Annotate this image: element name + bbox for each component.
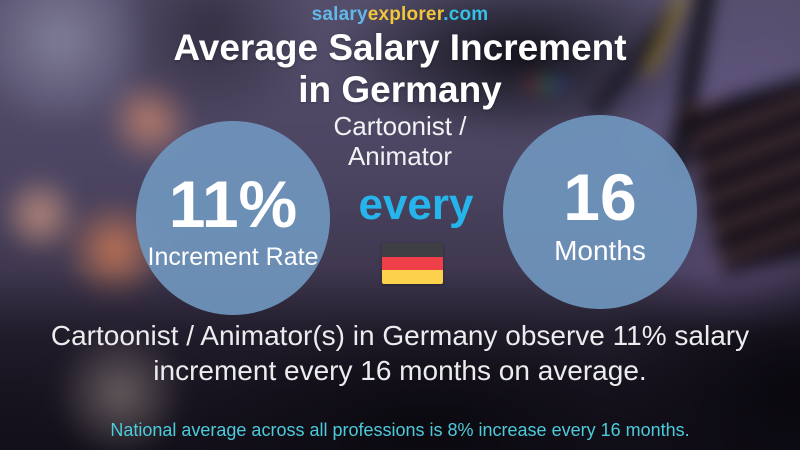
germany-flag-icon	[382, 243, 443, 284]
brand-part-salary: salary	[311, 4, 368, 25]
flag-stripe-black	[382, 243, 443, 257]
months-circle: 16 Months	[503, 115, 697, 309]
flag-stripe-gold	[382, 270, 443, 284]
increment-rate-value: 11%	[168, 167, 298, 242]
brand-link[interactable]: salaryexplorer.com	[0, 4, 800, 26]
increment-rate-label: Increment Rate	[147, 242, 319, 271]
occupation-line2: Animator	[347, 141, 453, 171]
brand-part-com: .com	[443, 4, 489, 25]
summary-text: Cartoonist / Animator(s) in Germany obse…	[0, 318, 800, 388]
page-title: Average Salary Increment in Germany	[0, 27, 800, 111]
flag-stripe-red	[382, 256, 443, 271]
page-title-line2: in Germany	[298, 69, 502, 110]
page-title-line1: Average Salary Increment	[173, 27, 627, 68]
brand-part-explorer: explorer	[367, 4, 444, 25]
months-label: Months	[554, 235, 646, 267]
occupation-subtitle: Cartoonist / Animator	[0, 111, 800, 171]
every-label: every	[358, 180, 474, 229]
national-average-footnote: National average across all professions …	[110, 420, 690, 440]
summary-line1: Cartoonist / Animator(s) in Germany obse…	[50, 320, 750, 351]
occupation-line1: Cartoonist /	[333, 111, 467, 141]
summary-line2: increment every 16 months on average.	[153, 355, 647, 386]
increment-rate-circle: 11% Increment Rate	[136, 121, 330, 315]
months-value: 16	[563, 159, 637, 234]
